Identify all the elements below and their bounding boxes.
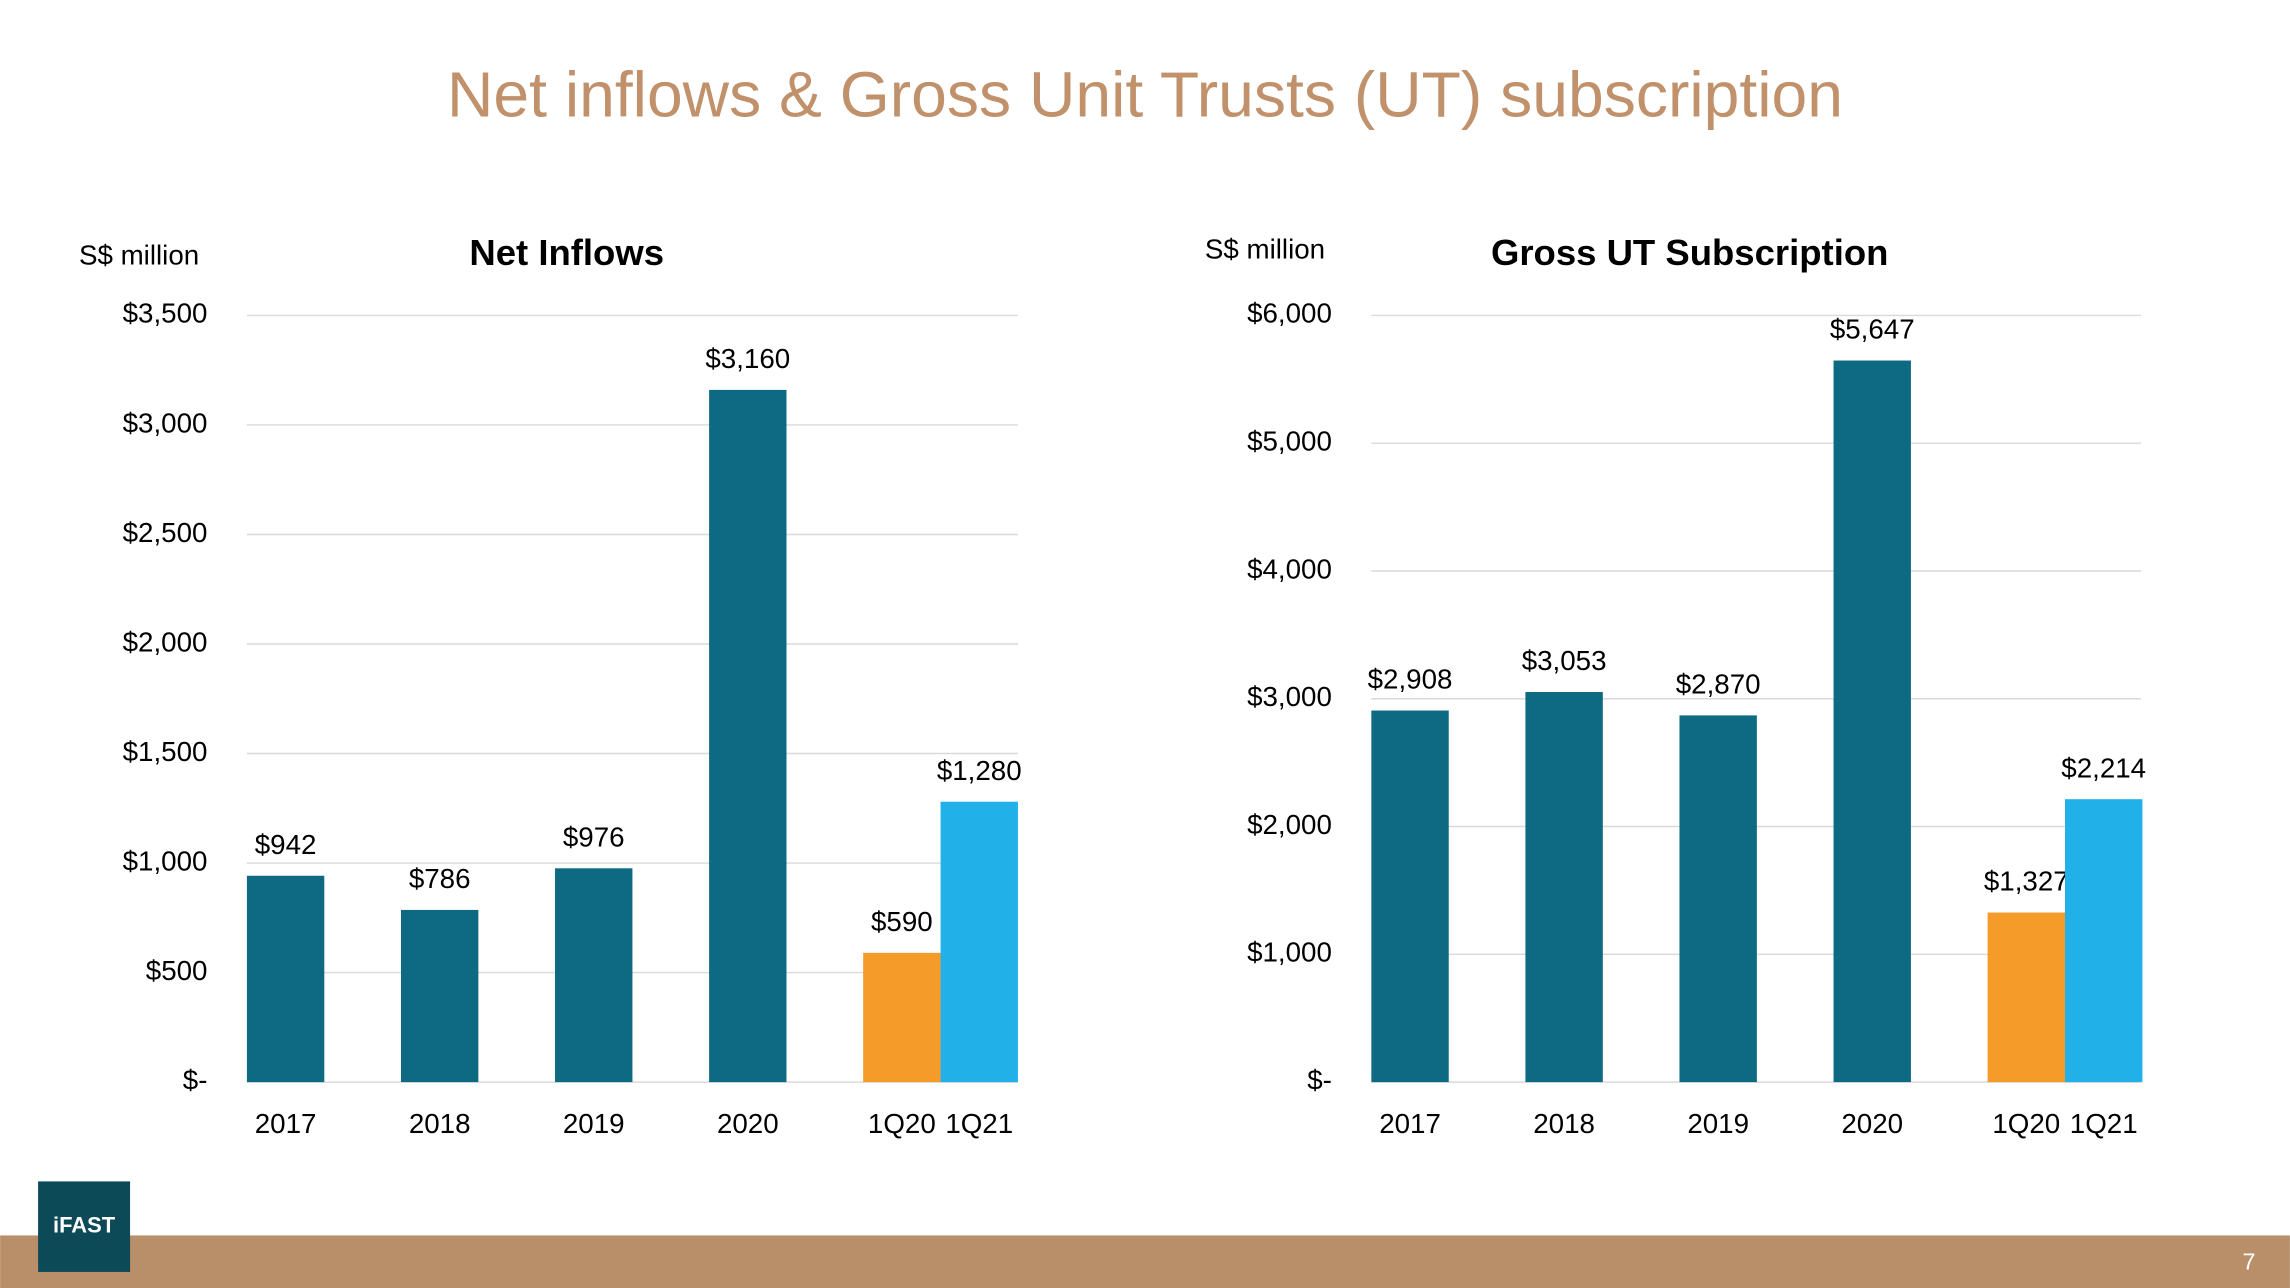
bar — [1987, 912, 2065, 1083]
bar — [1833, 360, 1911, 1083]
chart-title: Gross UT Subscription — [1491, 232, 1889, 273]
bar — [709, 389, 787, 1083]
y-tick-label: $- — [1307, 1064, 1332, 1095]
y-tick-label: $6,000 — [1247, 298, 1332, 329]
x-tick-label: 1Q20 — [1992, 1108, 2060, 1139]
value-label: $5,647 — [1830, 314, 1915, 345]
y-tick-label: $5,000 — [1247, 426, 1332, 457]
x-tick-label: 1Q20 — [868, 1108, 936, 1139]
value-label: $2,214 — [2061, 752, 2146, 783]
x-tick-label: 2017 — [255, 1108, 317, 1139]
x-tick-label: 2018 — [1533, 1108, 1595, 1139]
y-tick-label: $3,500 — [123, 298, 208, 329]
value-label: $3,053 — [1522, 645, 1607, 676]
logo-box — [38, 1181, 131, 1272]
bar — [1525, 691, 1603, 1083]
y-tick-label: $1,000 — [123, 845, 208, 876]
bar — [1679, 715, 1757, 1083]
x-tick-label: 1Q21 — [945, 1108, 1013, 1139]
bar — [1371, 710, 1449, 1083]
y-tick-label: $1,000 — [1247, 937, 1332, 968]
x-tick-label: 2017 — [1379, 1108, 1441, 1139]
y-tick-label: $2,500 — [123, 517, 208, 548]
page-number: 7 — [2242, 1248, 2255, 1274]
x-tick-label: 2020 — [717, 1108, 779, 1139]
bar — [400, 909, 479, 1083]
bar — [940, 801, 1018, 1083]
x-tick-label: 1Q21 — [2070, 1108, 2138, 1139]
y-tick-label: $500 — [146, 955, 208, 986]
y-tick-label: $3,000 — [123, 407, 208, 438]
y-tick-label: $4,000 — [1247, 553, 1332, 584]
bar — [2065, 799, 2143, 1083]
bar — [863, 952, 941, 1083]
y-tick-label: $2,000 — [123, 626, 208, 657]
chart-title: Net Inflows — [469, 232, 664, 273]
slide-title: Net inflows & Gross Unit Trusts (UT) sub… — [447, 58, 1843, 130]
bar — [555, 868, 633, 1083]
value-label: $2,870 — [1676, 668, 1761, 699]
y-tick-label: $3,000 — [1247, 681, 1332, 712]
value-label: $786 — [409, 863, 471, 894]
x-tick-label: 2018 — [409, 1108, 471, 1139]
y-tick-label: $- — [183, 1064, 208, 1095]
x-tick-label: 2019 — [1687, 1108, 1749, 1139]
value-label: $942 — [255, 829, 317, 860]
value-label: $590 — [871, 906, 933, 937]
x-tick-label: 2019 — [563, 1108, 625, 1139]
bar — [246, 875, 325, 1083]
axis-unit: S$ million — [79, 239, 199, 270]
value-label: $3,160 — [705, 343, 790, 374]
value-label: $1,327 — [1984, 866, 2069, 897]
footer-band — [0, 1235, 2290, 1288]
value-label: $2,908 — [1368, 664, 1453, 695]
x-tick-label: 2020 — [1841, 1108, 1903, 1139]
logo: iFAST — [53, 1212, 116, 1237]
axis-unit: S$ million — [1205, 234, 1325, 265]
value-label: $976 — [563, 821, 625, 852]
y-tick-label: $2,000 — [1247, 809, 1332, 840]
value-label: $1,280 — [937, 755, 1022, 786]
y-tick-label: $1,500 — [123, 736, 208, 767]
